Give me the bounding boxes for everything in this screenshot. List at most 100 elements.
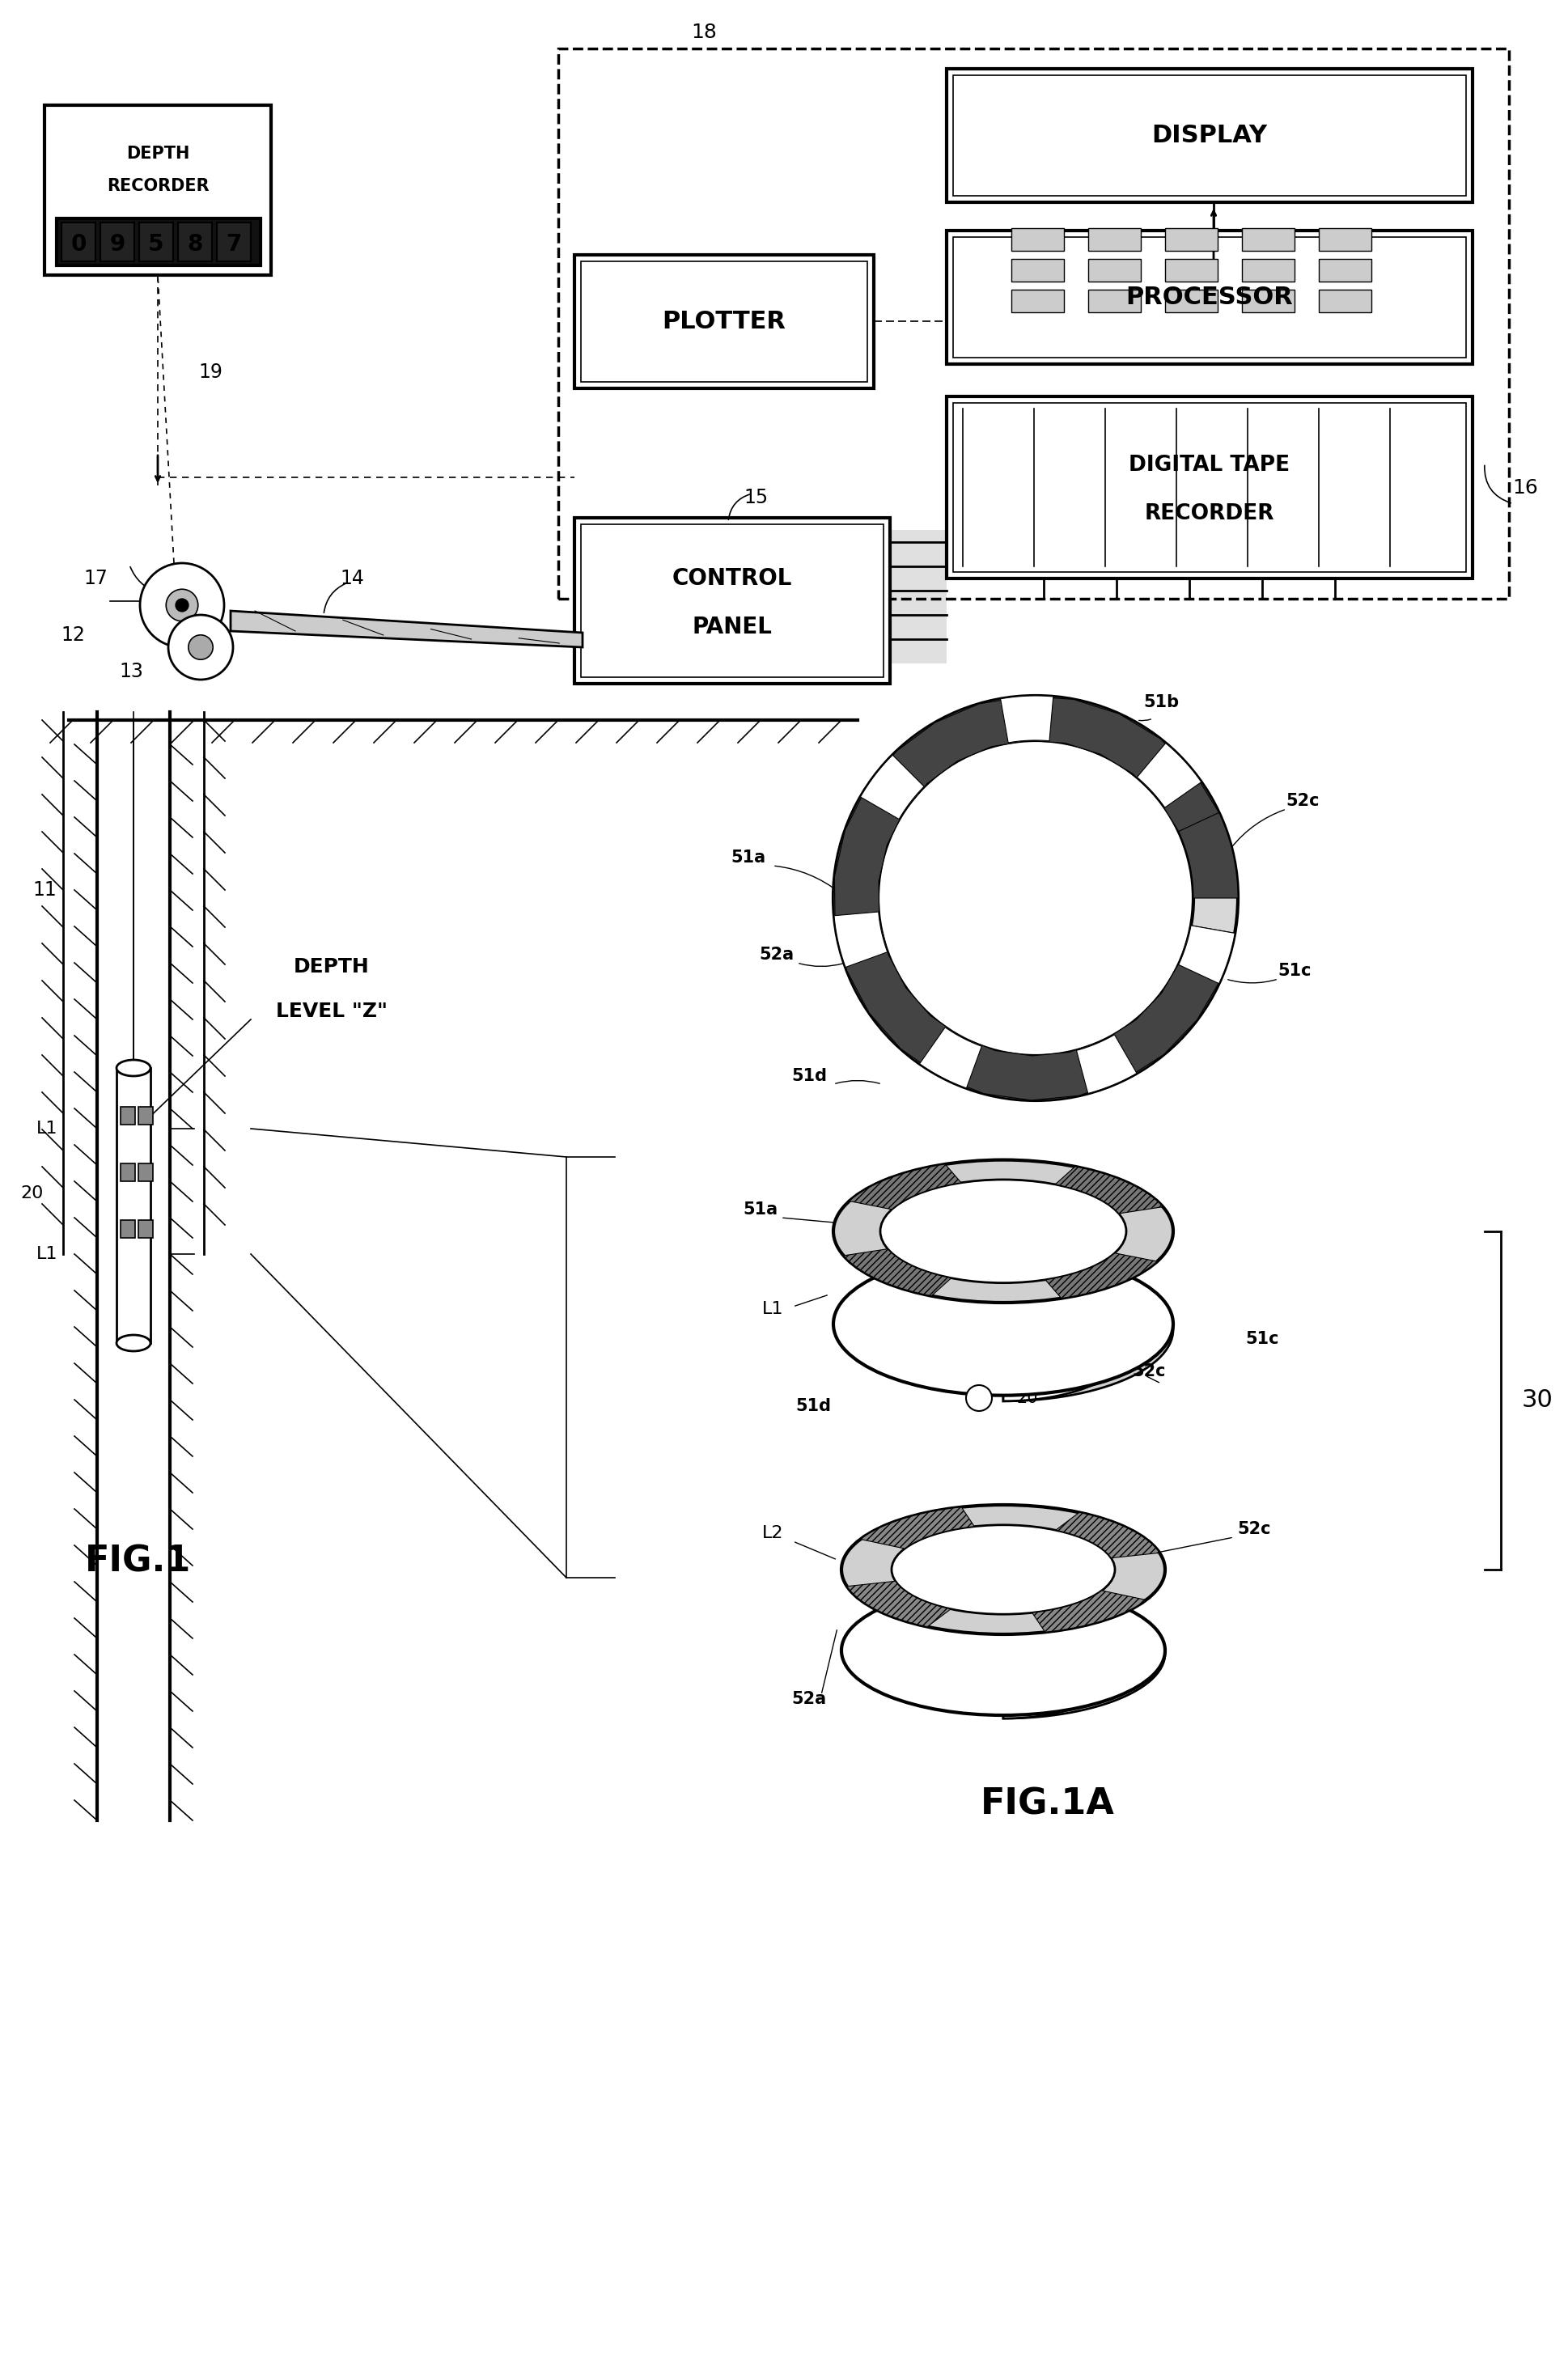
Bar — [61, 221, 96, 262]
Polygon shape — [1004, 1199, 1126, 1402]
Text: 52c: 52c — [1286, 794, 1319, 808]
Text: 19: 19 — [198, 363, 223, 382]
Polygon shape — [1055, 1166, 1163, 1213]
Text: 51c: 51c — [1278, 964, 1311, 980]
Bar — [121, 1220, 135, 1237]
Circle shape — [168, 615, 234, 679]
Polygon shape — [1055, 1513, 1160, 1557]
Ellipse shape — [833, 1253, 1173, 1395]
Bar — [56, 219, 260, 266]
Bar — [179, 221, 212, 262]
Text: PLOTTER: PLOTTER — [662, 309, 786, 332]
Text: RECORDER: RECORDER — [1145, 504, 1275, 525]
Bar — [953, 75, 1466, 196]
Polygon shape — [1032, 1590, 1146, 1633]
Text: 20: 20 — [20, 1185, 44, 1202]
Ellipse shape — [833, 1159, 1173, 1303]
Polygon shape — [1004, 1505, 1165, 1718]
Polygon shape — [834, 695, 1236, 1100]
Circle shape — [833, 695, 1237, 1100]
Polygon shape — [1004, 1546, 1115, 1718]
Text: L2: L2 — [762, 1524, 784, 1541]
Bar — [1011, 229, 1065, 250]
Polygon shape — [1115, 964, 1218, 1074]
Bar — [580, 525, 883, 676]
Bar — [953, 403, 1466, 573]
Text: 51c: 51c — [1245, 1331, 1279, 1348]
Polygon shape — [833, 796, 898, 916]
Circle shape — [878, 740, 1193, 1055]
Text: 5: 5 — [149, 233, 165, 257]
Bar — [121, 1107, 135, 1124]
Bar — [947, 68, 1472, 203]
Bar — [216, 221, 251, 262]
Bar — [1088, 290, 1142, 313]
Ellipse shape — [116, 1060, 151, 1077]
Ellipse shape — [842, 1586, 1165, 1715]
Text: L1: L1 — [36, 1246, 58, 1263]
Text: DIGITAL TAPE: DIGITAL TAPE — [1129, 455, 1290, 476]
Text: 15: 15 — [745, 488, 768, 507]
Circle shape — [166, 589, 198, 622]
Text: DEPTH: DEPTH — [125, 146, 190, 163]
Text: 52a: 52a — [792, 1692, 826, 1708]
Text: LEVEL "Z": LEVEL "Z" — [276, 1001, 387, 1020]
Bar — [100, 221, 135, 262]
Text: 7: 7 — [226, 233, 241, 257]
Polygon shape — [230, 610, 583, 648]
Bar — [1165, 259, 1218, 283]
Text: 51d: 51d — [792, 1067, 826, 1084]
Bar — [138, 1164, 154, 1180]
Text: 51b: 51b — [1143, 695, 1179, 712]
Bar — [1242, 229, 1295, 250]
Polygon shape — [1049, 697, 1165, 777]
Polygon shape — [1165, 782, 1237, 898]
Ellipse shape — [842, 1505, 1165, 1635]
Bar — [953, 238, 1466, 358]
Text: RECORDER: RECORDER — [107, 179, 209, 193]
Polygon shape — [1077, 1034, 1137, 1093]
Text: DISPLAY: DISPLAY — [1152, 123, 1267, 146]
Text: 8: 8 — [187, 233, 202, 257]
Polygon shape — [966, 1046, 1088, 1100]
Text: DEPTH: DEPTH — [293, 957, 370, 975]
Bar — [138, 1220, 154, 1237]
Bar — [947, 396, 1472, 580]
Polygon shape — [834, 912, 887, 968]
Polygon shape — [1137, 742, 1201, 808]
Polygon shape — [891, 530, 947, 664]
Bar — [1088, 259, 1142, 283]
Circle shape — [176, 598, 188, 613]
Text: 52c: 52c — [1237, 1522, 1272, 1536]
Bar — [116, 1067, 151, 1343]
Bar — [1319, 229, 1372, 250]
Bar — [580, 262, 867, 382]
Text: 16: 16 — [1512, 478, 1538, 497]
Text: 14: 14 — [340, 568, 364, 589]
Text: 52b: 52b — [1082, 1065, 1118, 1079]
Text: 51a: 51a — [731, 851, 765, 865]
Text: 52c: 52c — [1132, 1364, 1165, 1381]
Bar — [140, 221, 172, 262]
Polygon shape — [850, 1164, 961, 1209]
Text: 52b: 52b — [1051, 1694, 1085, 1710]
Polygon shape — [847, 1581, 950, 1626]
Bar — [1011, 259, 1065, 283]
Bar — [121, 1164, 135, 1180]
Bar — [574, 518, 891, 683]
Ellipse shape — [116, 1336, 151, 1350]
Bar — [1319, 259, 1372, 283]
Ellipse shape — [892, 1524, 1115, 1614]
Text: 9: 9 — [110, 233, 125, 257]
Text: 51b: 51b — [1033, 1190, 1069, 1206]
Text: L1: L1 — [36, 1121, 58, 1136]
Text: L1: L1 — [762, 1301, 784, 1317]
Polygon shape — [1004, 1159, 1173, 1402]
Bar — [1165, 229, 1218, 250]
Polygon shape — [1000, 695, 1054, 742]
Text: 52b: 52b — [1010, 1579, 1046, 1595]
Bar — [1011, 290, 1065, 313]
Bar — [947, 231, 1472, 365]
Bar — [138, 1107, 154, 1124]
Text: 18: 18 — [691, 24, 717, 42]
